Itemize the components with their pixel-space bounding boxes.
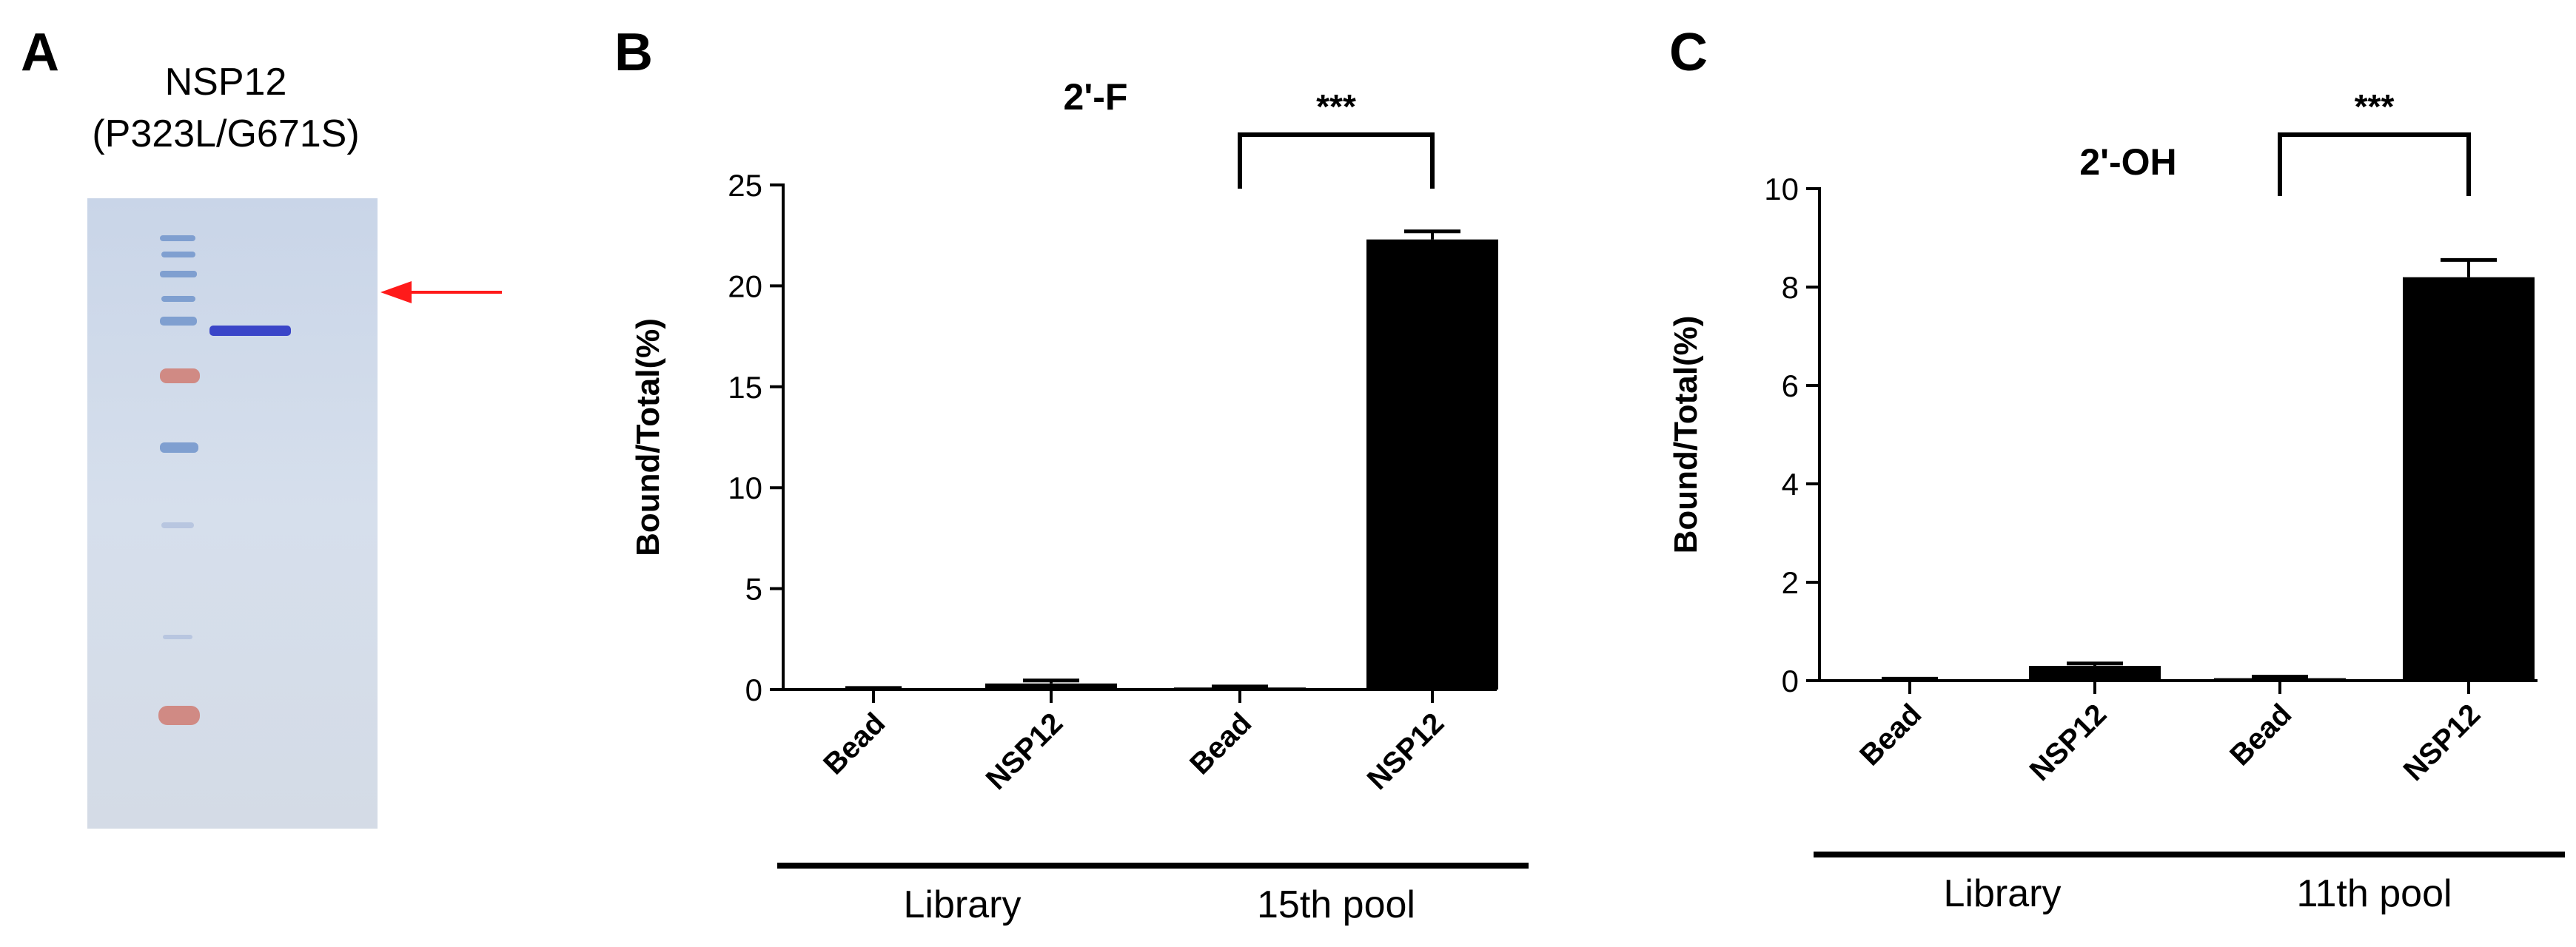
bar bbox=[985, 683, 1117, 690]
y-tick-label: 2 bbox=[1782, 565, 1799, 600]
ladder-band bbox=[163, 635, 192, 639]
bar bbox=[2403, 277, 2535, 681]
y-tick-label: 10 bbox=[1764, 172, 1799, 206]
x-tick-label: Bead bbox=[817, 707, 891, 781]
y-tick-label: 0 bbox=[1782, 664, 1799, 698]
ladder-band bbox=[160, 317, 197, 326]
red-arrow-icon bbox=[380, 281, 502, 303]
y-tick-label: 15 bbox=[728, 370, 762, 405]
y-tick-label: 0 bbox=[745, 673, 762, 707]
x-tick-label: Bead bbox=[1184, 707, 1258, 781]
y-axis-label: Bound/Total(%) bbox=[1668, 316, 1704, 554]
chart-title: 2'-F bbox=[1064, 76, 1128, 118]
gel-title-line1: NSP12 bbox=[164, 61, 287, 104]
group-label: Library bbox=[904, 883, 1022, 926]
x-tick-label: NSP12 bbox=[1361, 707, 1451, 796]
group-label: Library bbox=[1944, 872, 2062, 915]
ladder-band bbox=[160, 235, 195, 241]
y-axis-label: Bound/Total(%) bbox=[630, 318, 666, 556]
bar bbox=[1174, 687, 1306, 690]
y-tick-label: 6 bbox=[1782, 368, 1799, 403]
panel-letter-c: C bbox=[1669, 23, 1708, 82]
chart-b: 2'-F Bound/Total(%) 0 5 10 15 20 25 Bead NSP12 Bea… bbox=[630, 76, 1529, 926]
group-label: 11th pool bbox=[2296, 872, 2452, 915]
panel-letter-b: B bbox=[614, 23, 653, 82]
x-tick-label: Bead bbox=[2224, 698, 2298, 772]
bar bbox=[2029, 666, 2161, 681]
significance-bracket bbox=[2278, 132, 2471, 196]
significance-label: *** bbox=[1316, 87, 1356, 126]
sample-band-nsp12 bbox=[209, 326, 291, 336]
x-tick-label: NSP12 bbox=[2024, 698, 2113, 787]
y-tick-label: 5 bbox=[745, 572, 762, 607]
y-tick-label: 20 bbox=[728, 269, 762, 303]
ladder-band bbox=[161, 296, 195, 302]
y-tick-label: 4 bbox=[1782, 467, 1799, 502]
y-tick-label: 25 bbox=[728, 168, 762, 203]
ladder-band bbox=[160, 271, 197, 277]
x-tick-label: Bead bbox=[1854, 698, 1928, 772]
chart-c: 2'-OH Bound/Total(%) 0 2 4 6 8 10 Bead NSP12 Bead N… bbox=[1668, 87, 2565, 915]
ladder-band bbox=[160, 442, 198, 453]
significance-label: *** bbox=[2355, 87, 2395, 126]
gel-image bbox=[87, 198, 378, 829]
gel-title-line2: (P323L/G671S) bbox=[92, 112, 360, 155]
ladder-band-red bbox=[160, 368, 200, 383]
gel-background bbox=[87, 198, 378, 829]
bar bbox=[1366, 239, 1498, 690]
y-tick-label: 8 bbox=[1782, 270, 1799, 305]
x-tick-label: NSP12 bbox=[980, 707, 1070, 796]
bar bbox=[2214, 678, 2346, 681]
arrow-head bbox=[380, 281, 412, 303]
significance-bracket bbox=[1238, 132, 1435, 189]
ladder-band bbox=[161, 252, 195, 257]
chart-title: 2'-OH bbox=[2079, 141, 2176, 183]
x-tick-label: NSP12 bbox=[2398, 698, 2487, 787]
ladder-band-red bbox=[158, 706, 200, 725]
y-tick-label: 10 bbox=[728, 471, 762, 505]
ladder-band bbox=[161, 522, 194, 528]
group-label: 15th pool bbox=[1257, 883, 1415, 926]
panel-letter-a: A bbox=[21, 23, 59, 82]
